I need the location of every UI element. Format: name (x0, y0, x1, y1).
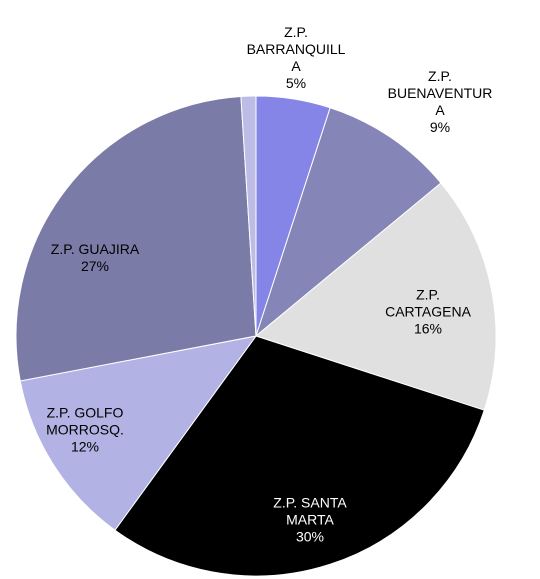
pie-slice (254, 182, 497, 411)
slice-label: Z.P. SANTA MARTA 30% (273, 495, 346, 546)
category-label: Z.P. SANTA MARTA (273, 494, 347, 528)
category-label: Z.P. BARRANQUILL A (246, 24, 346, 74)
value-label: 5% (285, 75, 307, 91)
category-label: Z.P. CARTAGENA (385, 286, 471, 320)
value-label: 12% (70, 438, 100, 455)
category-label: Z.P. BUENAVENTUR A (387, 68, 493, 118)
value-label: 30% (295, 528, 325, 545)
pie-slice (19, 335, 258, 531)
pie-slice (15, 95, 257, 382)
slice-label: Z.P. CARTAGENA 16% (385, 287, 471, 338)
category-label: Z.P. GOLFO MORROSQ. (46, 404, 124, 438)
value-label: 27% (80, 258, 110, 274)
pie-slice (254, 107, 442, 338)
pie-slice (240, 95, 257, 337)
category-label: Z.P. GUAJIRA (50, 241, 140, 257)
value-label: 16% (413, 320, 443, 337)
slice-label: Z.P. BARRANQUILL A 5% (247, 24, 346, 92)
value-label: 9% (429, 119, 451, 135)
slice-label: Z.P. BUENAVENTUR A 9% (388, 68, 493, 136)
slice-label: Z.P. GOLFO MORROSQ. 12% (46, 405, 124, 456)
pie-slice (114, 335, 485, 577)
slice-label: Z.P. GUAJIRA 27% (51, 241, 139, 275)
